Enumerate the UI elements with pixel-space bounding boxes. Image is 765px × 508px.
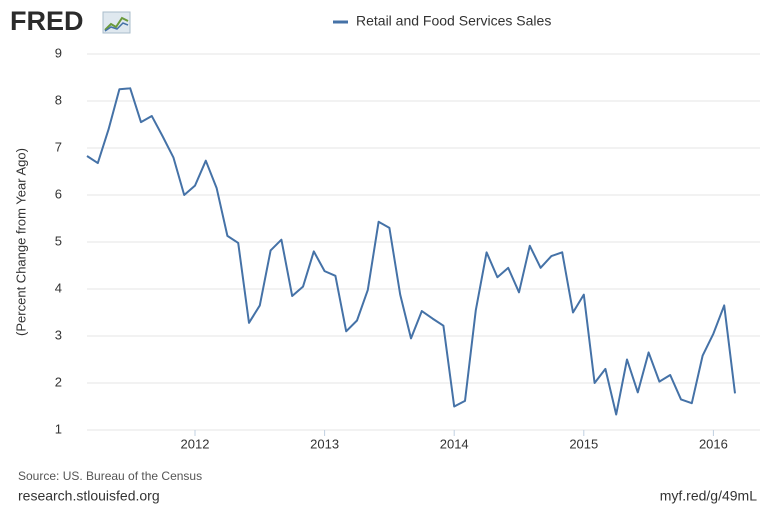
legend-label: Retail and Food Services Sales [356, 13, 551, 29]
x-tick-label: 2015 [569, 436, 598, 451]
data-line [86, 87, 736, 416]
y-tick-label: 1 [55, 421, 62, 436]
x-tick-label: 2012 [181, 436, 210, 451]
logo-icon [102, 11, 131, 34]
x-tick-label: 2014 [440, 436, 469, 451]
y-tick-label: 2 [55, 374, 62, 389]
y-tick-label: 9 [55, 45, 62, 60]
y-tick-label: 8 [55, 92, 62, 107]
y-tick-label: 7 [55, 139, 62, 154]
logo: FRED [10, 6, 84, 36]
source: Source: US. Bureau of the Census [18, 469, 202, 483]
x-tick-label: 2016 [699, 436, 728, 451]
y-axis-label: (Percent Change from Year Ago) [13, 148, 28, 336]
credit: research.stlouisfed.org [18, 488, 160, 504]
y-tick-label: 4 [55, 280, 62, 295]
x-tick-label: 2013 [310, 436, 339, 451]
y-tick-label: 3 [55, 327, 62, 342]
y-tick-label: 5 [55, 233, 62, 248]
y-tick-label: 6 [55, 186, 62, 201]
link: myf.red/g/49mL [660, 488, 757, 504]
